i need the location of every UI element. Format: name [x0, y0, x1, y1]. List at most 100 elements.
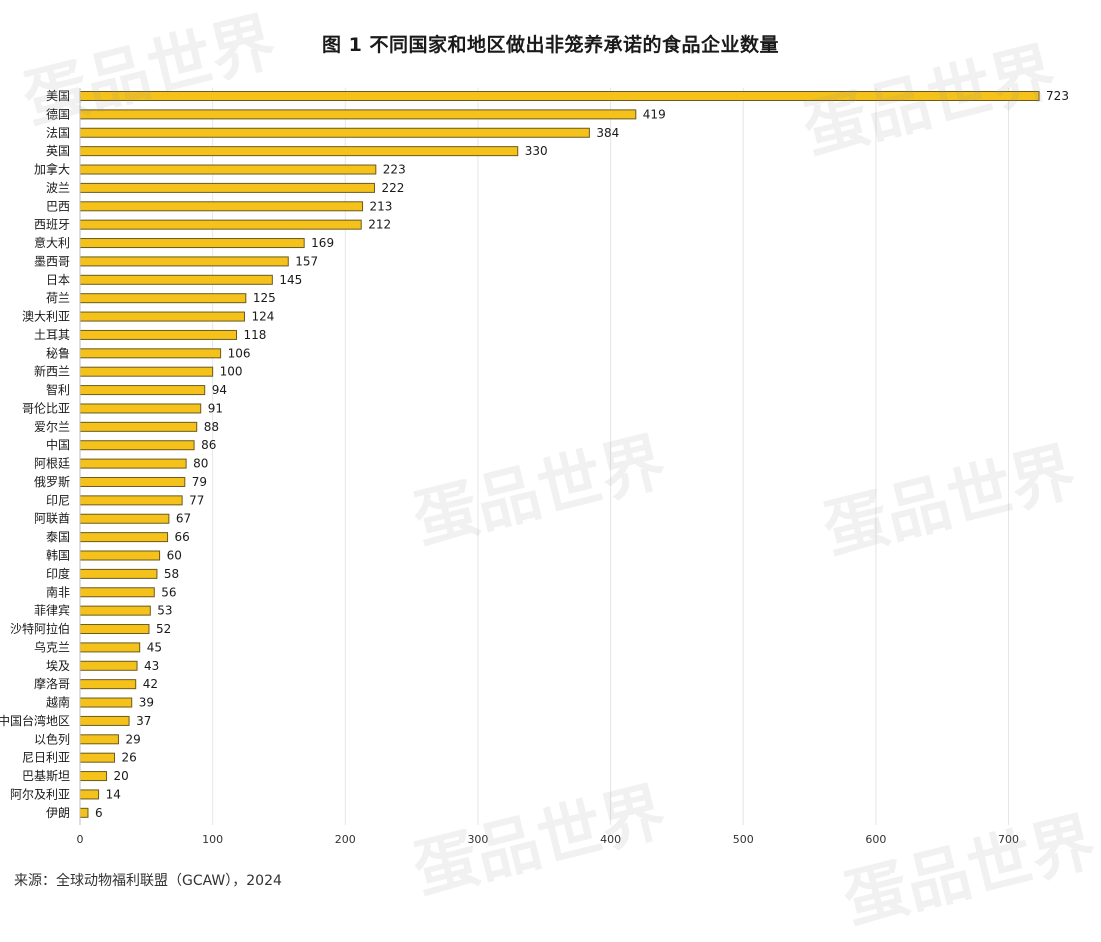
category-label: 埃及 [46, 659, 70, 673]
category-label: 波兰 [46, 181, 70, 195]
bar [79, 127, 590, 138]
bar [79, 771, 108, 782]
value-label: 106 [228, 346, 251, 360]
value-label: 79 [192, 475, 207, 489]
category-label: 伊朗 [46, 806, 70, 820]
value-label: 60 [167, 549, 182, 563]
grid-layer [212, 88, 1010, 825]
category-label: 阿尔及利亚 [10, 786, 70, 801]
chart-title: 图 1 不同国家和地区做出非笼养承诺的食品企业数量 [322, 34, 779, 56]
value-label: 157 [295, 254, 318, 268]
category-label: 乌克兰 [34, 639, 70, 654]
bar [79, 550, 161, 561]
category-label: 中国 [46, 437, 70, 452]
bar [79, 697, 133, 708]
category-label: 俄罗斯 [34, 475, 70, 489]
bar [79, 789, 100, 800]
category-label: 菲律宾 [34, 603, 70, 618]
category-label: 阿联酋 [34, 511, 70, 526]
category-label: 尼日利亚 [22, 751, 70, 765]
bar [79, 91, 1040, 101]
bar [79, 256, 289, 267]
value-label: 91 [208, 401, 223, 415]
category-label: 西班牙 [34, 218, 70, 232]
value-label: 29 [125, 732, 140, 746]
value-label: 723 [1046, 89, 1069, 103]
value-label: 80 [193, 457, 208, 471]
value-label: 14 [106, 787, 121, 801]
value-label: 223 [383, 163, 406, 177]
category-label: 智利 [46, 382, 70, 397]
category-label: 越南 [46, 695, 70, 710]
category-label: 日本 [46, 273, 70, 287]
value-label: 67 [176, 512, 191, 526]
value-label: 43 [144, 659, 159, 673]
value-label: 56 [161, 585, 176, 599]
x-tick-label: 700 [998, 833, 1019, 846]
bar [79, 274, 273, 285]
bar [79, 605, 151, 616]
value-label: 145 [279, 273, 302, 287]
bars-layer [79, 91, 1040, 818]
value-label: 37 [136, 714, 151, 728]
value-label: 212 [368, 218, 391, 232]
bar [79, 182, 375, 193]
category-label: 哥伦比亚 [22, 400, 70, 415]
value-label: 118 [244, 328, 267, 342]
category-label: 德国 [46, 106, 70, 121]
value-label: 45 [147, 640, 162, 654]
value-label: 42 [143, 677, 158, 691]
bar [79, 146, 519, 157]
value-label: 86 [201, 438, 216, 452]
bar [79, 164, 377, 175]
category-label: 土耳其 [34, 328, 70, 342]
value-label: 94 [212, 383, 227, 397]
category-label: 印尼 [46, 493, 70, 507]
bar [79, 440, 195, 451]
bar [79, 587, 155, 598]
bar [79, 568, 158, 579]
category-label: 以色列 [34, 732, 70, 746]
source-note: 来源：全球动物福利联盟（GCAW），2024 [14, 873, 282, 889]
value-label: 124 [251, 310, 274, 324]
category-label: 加拿大 [34, 162, 70, 177]
category-label: 巴基斯坦 [22, 769, 70, 783]
category-label: 意大利 [34, 235, 70, 250]
value-label: 66 [175, 530, 190, 544]
value-label: 125 [253, 291, 276, 305]
value-label: 330 [525, 144, 548, 158]
bar [79, 348, 222, 359]
category-label: 爱尔兰 [34, 419, 70, 434]
x-tick-label: 100 [202, 833, 223, 846]
bar [79, 385, 206, 396]
category-label: 荷兰 [46, 291, 70, 305]
bar [79, 513, 170, 524]
category-label: 韩国 [46, 548, 70, 563]
bar [79, 495, 183, 506]
x-tick-label: 300 [467, 833, 488, 846]
bar [79, 807, 89, 818]
category-label: 美国 [46, 89, 70, 103]
value-label: 52 [156, 622, 171, 636]
x-tick-label: 600 [865, 833, 886, 846]
bar [79, 458, 187, 469]
value-label: 39 [139, 696, 154, 710]
category-label: 墨西哥 [34, 254, 70, 268]
value-label: 222 [381, 181, 404, 195]
category-label: 秘鲁 [46, 346, 70, 360]
category-label: 阿根廷 [34, 457, 70, 471]
category-label: 泰国 [46, 530, 70, 544]
bar [79, 366, 214, 377]
category-label: 摩洛哥 [34, 676, 70, 691]
category-label: 新西兰 [34, 364, 70, 379]
x-axis: 0 100 200 300 400 500 600 700 [77, 88, 1019, 846]
bar [79, 403, 202, 414]
category-label: 法国 [46, 126, 70, 140]
category-label: 澳大利亚 [22, 310, 70, 324]
bar [79, 624, 150, 635]
bar [79, 734, 119, 745]
category-label: 巴西 [46, 199, 70, 213]
bar [79, 660, 138, 671]
category-label: 中国台湾地区 [0, 713, 70, 728]
bar [79, 715, 130, 726]
